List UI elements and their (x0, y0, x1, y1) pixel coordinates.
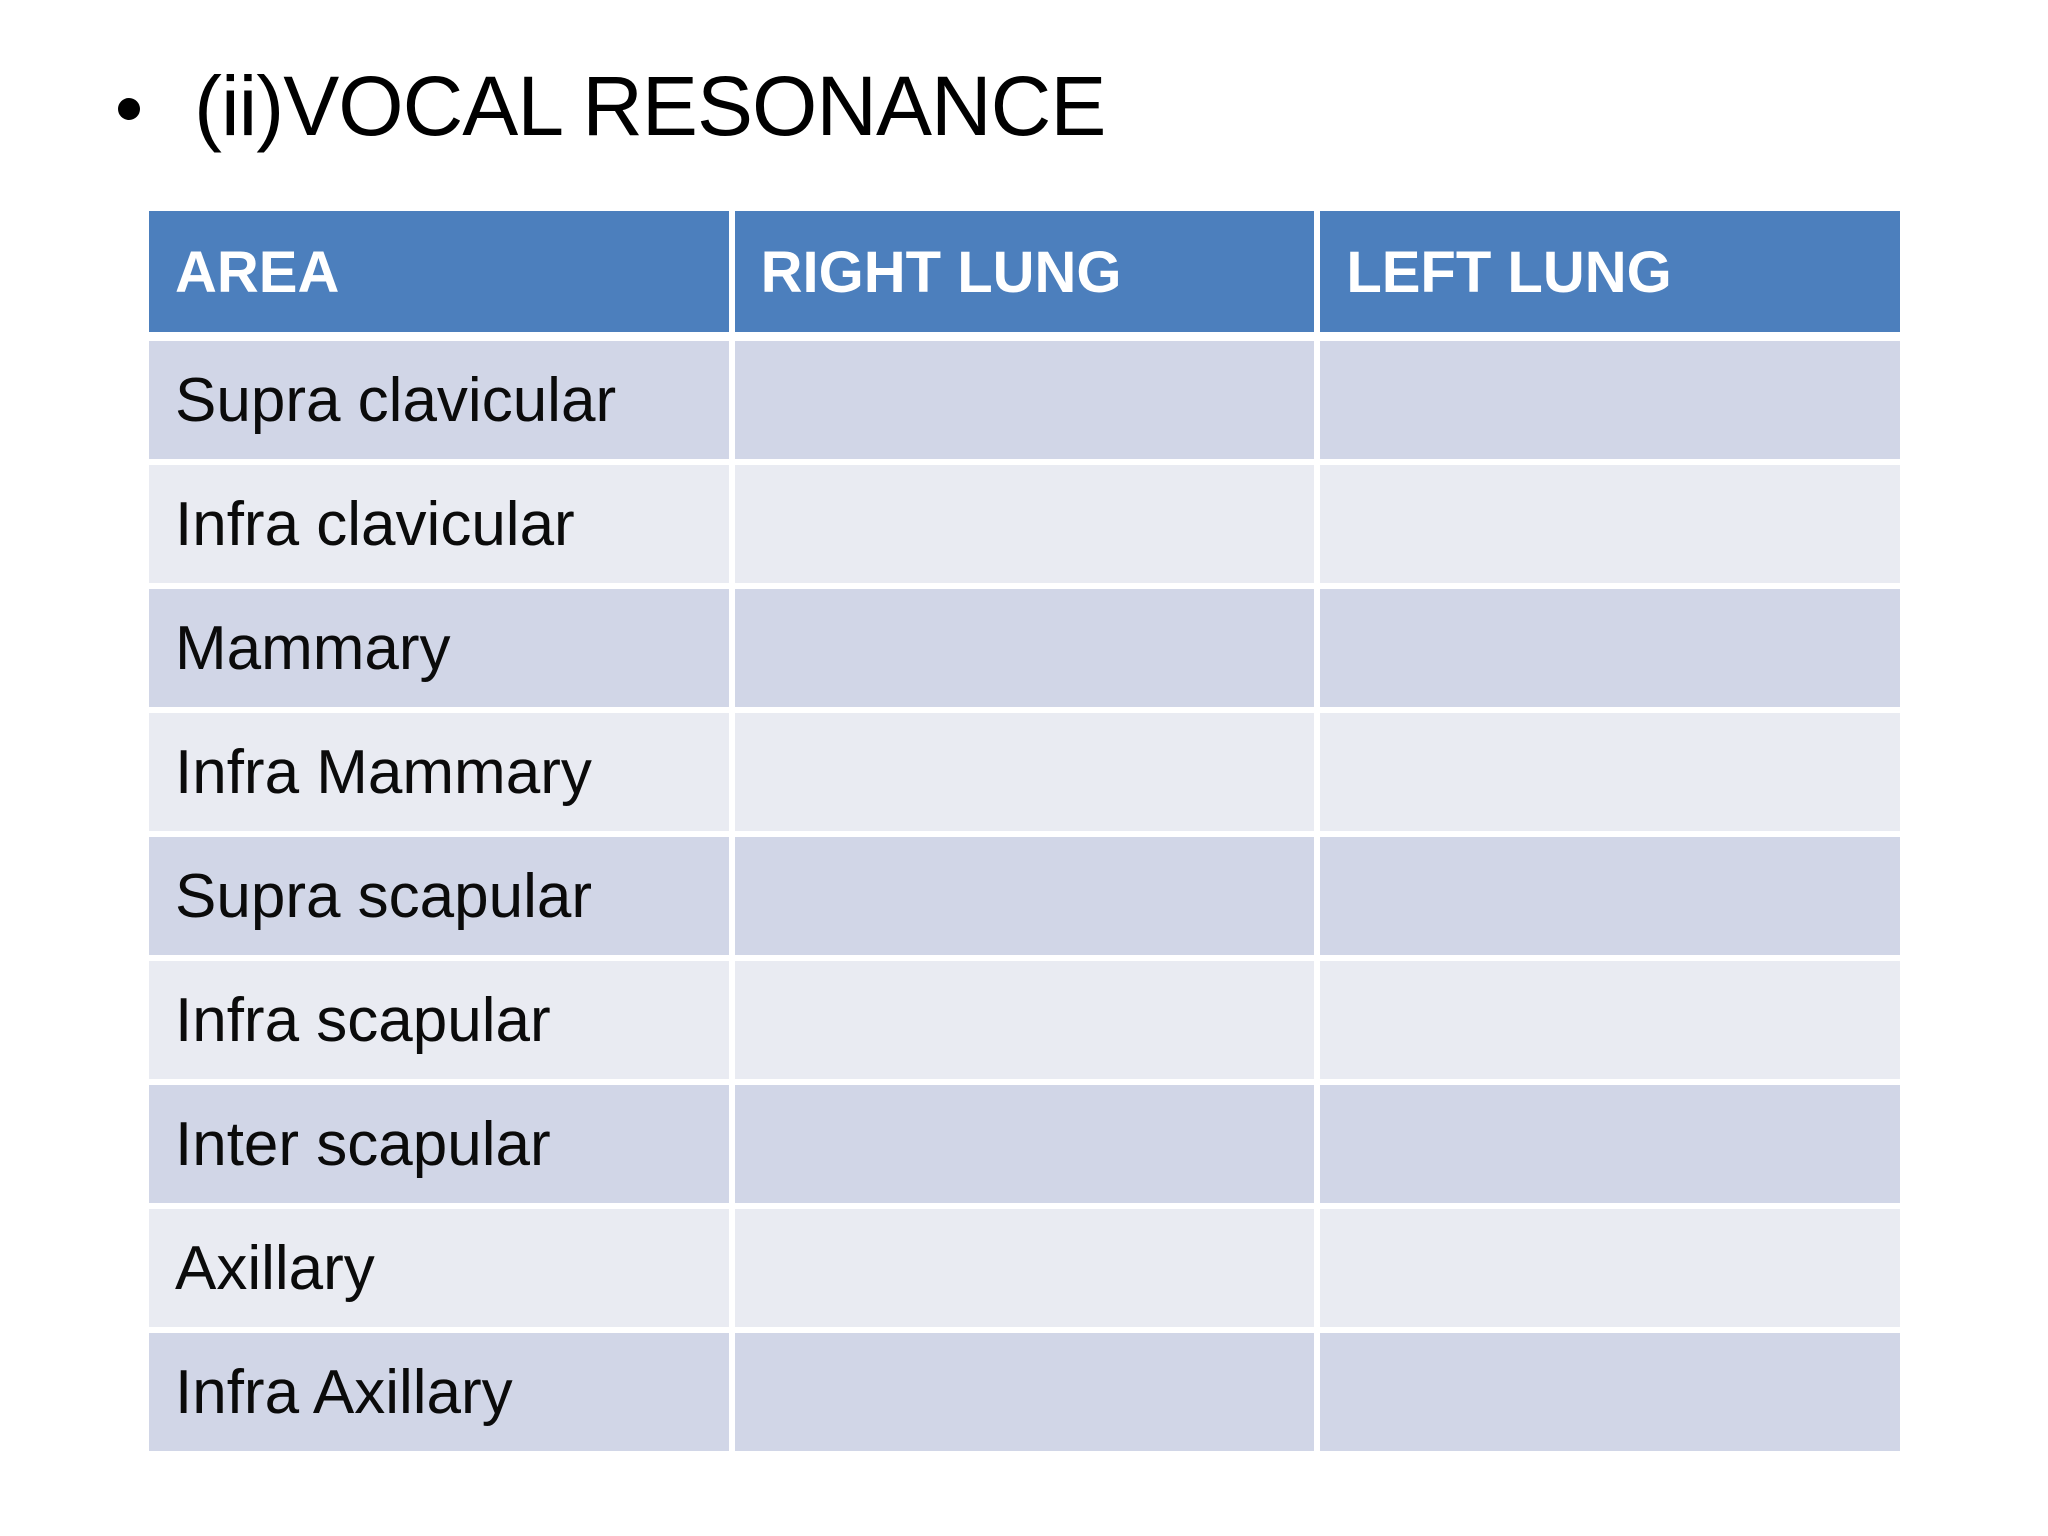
col-header-area: AREA (146, 208, 732, 338)
table-row: Infra Axillary (146, 1330, 1903, 1454)
vocal-resonance-table: AREA RIGHT LUNG LEFT LUNG Supra clavicul… (146, 208, 1903, 1454)
table-row: Supra scapular (146, 834, 1903, 958)
right-lung-cell (731, 958, 1318, 1082)
left-lung-cell (1317, 834, 1903, 958)
slide-title-row: (ii)VOCAL RESONANCE (118, 56, 1106, 157)
area-cell: Mammary (146, 586, 732, 710)
right-lung-cell (731, 1330, 1318, 1454)
left-lung-cell (1317, 1330, 1903, 1454)
table-row: Supra clavicular (146, 338, 1903, 462)
area-cell: Infra scapular (146, 958, 732, 1082)
area-cell: Inter scapular (146, 1082, 732, 1206)
area-cell: Supra clavicular (146, 338, 732, 462)
bullet-icon (118, 98, 140, 120)
slide-title: (ii)VOCAL RESONANCE (194, 59, 1106, 153)
right-lung-cell (731, 462, 1318, 586)
table-row: Infra clavicular (146, 462, 1903, 586)
area-cell: Supra scapular (146, 834, 732, 958)
left-lung-cell (1317, 462, 1903, 586)
area-cell: Infra Mammary (146, 710, 732, 834)
left-lung-cell (1317, 586, 1903, 710)
left-lung-cell (1317, 1206, 1903, 1330)
left-lung-cell (1317, 338, 1903, 462)
right-lung-cell (731, 710, 1318, 834)
area-cell: Infra clavicular (146, 462, 732, 586)
table-row: Mammary (146, 586, 1903, 710)
right-lung-cell (731, 1082, 1318, 1206)
table-row: Inter scapular (146, 1082, 1903, 1206)
area-cell: Axillary (146, 1206, 732, 1330)
left-lung-cell (1317, 958, 1903, 1082)
table-row: Infra Mammary (146, 710, 1903, 834)
right-lung-cell (731, 338, 1318, 462)
right-lung-cell (731, 834, 1318, 958)
left-lung-cell (1317, 710, 1903, 834)
right-lung-cell (731, 1206, 1318, 1330)
left-lung-cell (1317, 1082, 1903, 1206)
table-row: Infra scapular (146, 958, 1903, 1082)
right-lung-cell (731, 586, 1318, 710)
table-header-row: AREA RIGHT LUNG LEFT LUNG (146, 208, 1903, 338)
table-row: Axillary (146, 1206, 1903, 1330)
area-cell: Infra Axillary (146, 1330, 732, 1454)
col-header-right-lung: RIGHT LUNG (731, 208, 1318, 338)
col-header-left-lung: LEFT LUNG (1317, 208, 1903, 338)
